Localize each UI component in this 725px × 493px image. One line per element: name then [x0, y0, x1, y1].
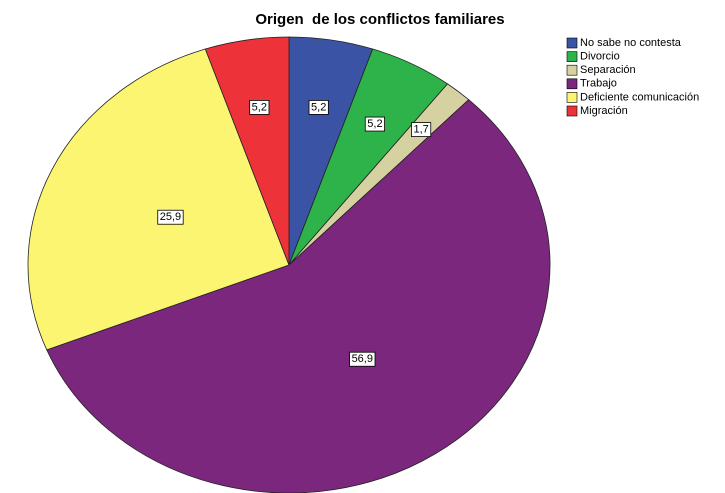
- data-label: 5,2: [252, 101, 267, 113]
- pie-slice: [204, 36, 290, 266]
- legend-label: Separación: [580, 64, 636, 76]
- pie-slice: [46, 99, 551, 493]
- legend-swatch: [566, 37, 578, 49]
- pie-slice: [27, 48, 290, 351]
- legend-label: Migración: [580, 105, 628, 117]
- legend-label: Trabajo: [580, 78, 617, 90]
- data-label: 5,2: [311, 101, 326, 113]
- data-label: 1,7: [413, 124, 428, 136]
- data-label-box: [364, 116, 385, 132]
- legend-label: Deficiente comunicación: [580, 91, 699, 103]
- chart-title: Origen de los conflictos familiares: [255, 11, 504, 28]
- legend-swatch: [566, 64, 578, 76]
- data-label-box: [411, 122, 432, 137]
- data-label: 25,9: [160, 211, 181, 223]
- data-label-box: [349, 351, 376, 367]
- data-label: 5,2: [367, 118, 382, 130]
- legend-swatch: [566, 78, 578, 90]
- data-label-box: [157, 209, 184, 225]
- legend-label: No sabe no contesta: [580, 37, 682, 49]
- data-label: 56,9: [352, 353, 373, 365]
- legend-swatch: [566, 92, 578, 103]
- data-label-box: [308, 100, 329, 115]
- legend-swatch: [566, 51, 578, 62]
- data-label-box: [249, 100, 270, 115]
- legend-swatch: [566, 105, 578, 117]
- legend-label: Divorcio: [580, 51, 620, 63]
